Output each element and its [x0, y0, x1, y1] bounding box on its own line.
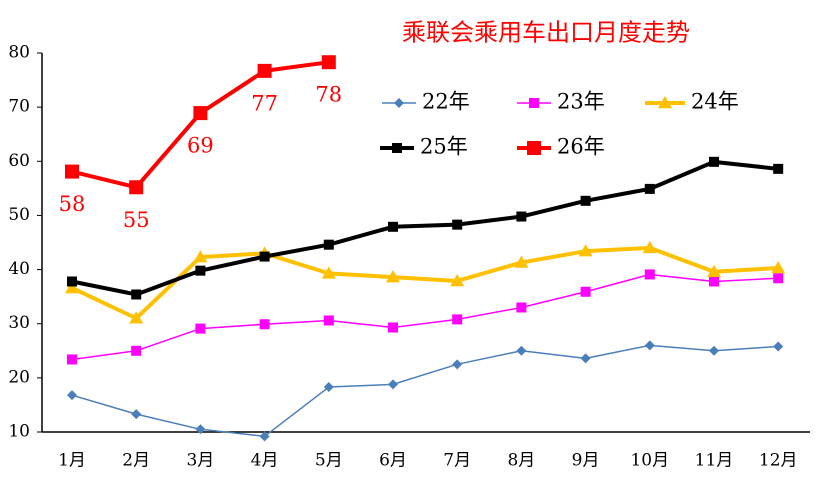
- x-tick-label: 7月: [443, 451, 471, 471]
- data-point: [131, 409, 142, 420]
- data-point: [773, 341, 784, 352]
- y-tick-label: 70: [8, 97, 30, 117]
- data-point: [707, 264, 721, 277]
- series-line: [71, 159, 779, 297]
- y-tick-label: 30: [8, 313, 30, 333]
- data-point: [321, 266, 336, 279]
- data-label: 77: [251, 91, 278, 115]
- data-label: 55: [123, 208, 150, 232]
- data-point: [709, 156, 719, 167]
- x-tick-label: 1月: [58, 451, 86, 471]
- data-point: [259, 431, 270, 442]
- series-line: [71, 245, 779, 321]
- y-tick-label: 40: [8, 259, 30, 279]
- x-tick-label: 6月: [379, 451, 407, 471]
- x-tick-label: 11月: [695, 451, 734, 471]
- data-point: [516, 211, 527, 222]
- chart-title: 乘联会乘用车出口月度走势: [402, 19, 690, 47]
- x-tick-label: 5月: [315, 451, 343, 471]
- x-tick-label: 3月: [186, 451, 214, 471]
- legend-marker: [658, 96, 672, 109]
- data-label: 58: [59, 192, 86, 216]
- legend-label: 22年: [422, 90, 470, 114]
- data-point: [580, 195, 591, 206]
- legend-label: 25年: [420, 135, 468, 159]
- data-point: [259, 251, 270, 262]
- data-point: [771, 260, 786, 274]
- data-point: [67, 390, 77, 401]
- data-point: [323, 382, 334, 393]
- legend-marker: [392, 143, 402, 153]
- legend-label: 23年: [557, 90, 605, 114]
- data-point: [65, 280, 79, 294]
- data-point: [773, 163, 784, 174]
- data-point: [452, 314, 463, 325]
- data-point: [257, 63, 272, 78]
- series-line: [71, 273, 779, 361]
- series-line: [71, 60, 330, 190]
- data-point: [388, 379, 398, 390]
- data-point: [388, 221, 398, 232]
- legend-marker: [529, 98, 539, 108]
- data-point: [709, 345, 719, 356]
- data-point: [642, 240, 657, 254]
- data-point: [193, 250, 208, 263]
- data-point: [709, 276, 719, 287]
- data-point: [773, 273, 784, 284]
- data-point: [388, 322, 398, 333]
- data-point: [259, 319, 270, 330]
- x-tick-label: 2月: [122, 451, 150, 471]
- data-point: [323, 239, 334, 250]
- data-point: [131, 289, 142, 300]
- data-point: [644, 183, 655, 194]
- data-point: [580, 353, 591, 364]
- data-point: [514, 255, 529, 268]
- x-tick-label: 8月: [507, 451, 535, 471]
- legend-marker: [527, 141, 541, 155]
- data-point: [578, 244, 593, 257]
- data-point: [67, 276, 77, 287]
- y-tick-label: 60: [8, 151, 30, 171]
- data-point: [195, 424, 206, 435]
- data-point: [65, 164, 79, 179]
- data-point: [195, 323, 206, 334]
- data-label: 78: [315, 83, 342, 107]
- data-point: [129, 311, 144, 324]
- data-point: [129, 180, 144, 195]
- x-tick-label: 4月: [251, 451, 279, 471]
- data-point: [323, 315, 334, 326]
- data-point: [516, 302, 527, 313]
- data-label: 69: [187, 134, 214, 158]
- x-tick-label: 12月: [759, 451, 798, 471]
- legend-label: 26年: [557, 135, 605, 159]
- x-tick-label: 9月: [572, 451, 600, 471]
- data-point: [516, 345, 527, 356]
- x-tick-label: 10月: [630, 451, 669, 471]
- data-point: [67, 354, 77, 365]
- y-tick-label: 10: [8, 422, 30, 442]
- data-point: [131, 345, 142, 356]
- data-point: [452, 219, 463, 230]
- y-tick-label: 20: [8, 367, 30, 387]
- data-point: [580, 286, 591, 297]
- data-point: [195, 265, 206, 276]
- legend-label: 24年: [691, 90, 739, 114]
- data-point: [644, 269, 655, 280]
- legend-marker: [394, 98, 404, 108]
- y-tick-label: 80: [8, 43, 30, 63]
- series-line: [71, 344, 779, 438]
- data-point: [193, 106, 208, 121]
- data-point: [386, 270, 400, 283]
- y-tick-label: 50: [8, 205, 30, 225]
- data-point: [644, 340, 655, 351]
- data-point: [450, 273, 465, 287]
- data-point: [452, 359, 463, 370]
- data-point: [321, 55, 336, 70]
